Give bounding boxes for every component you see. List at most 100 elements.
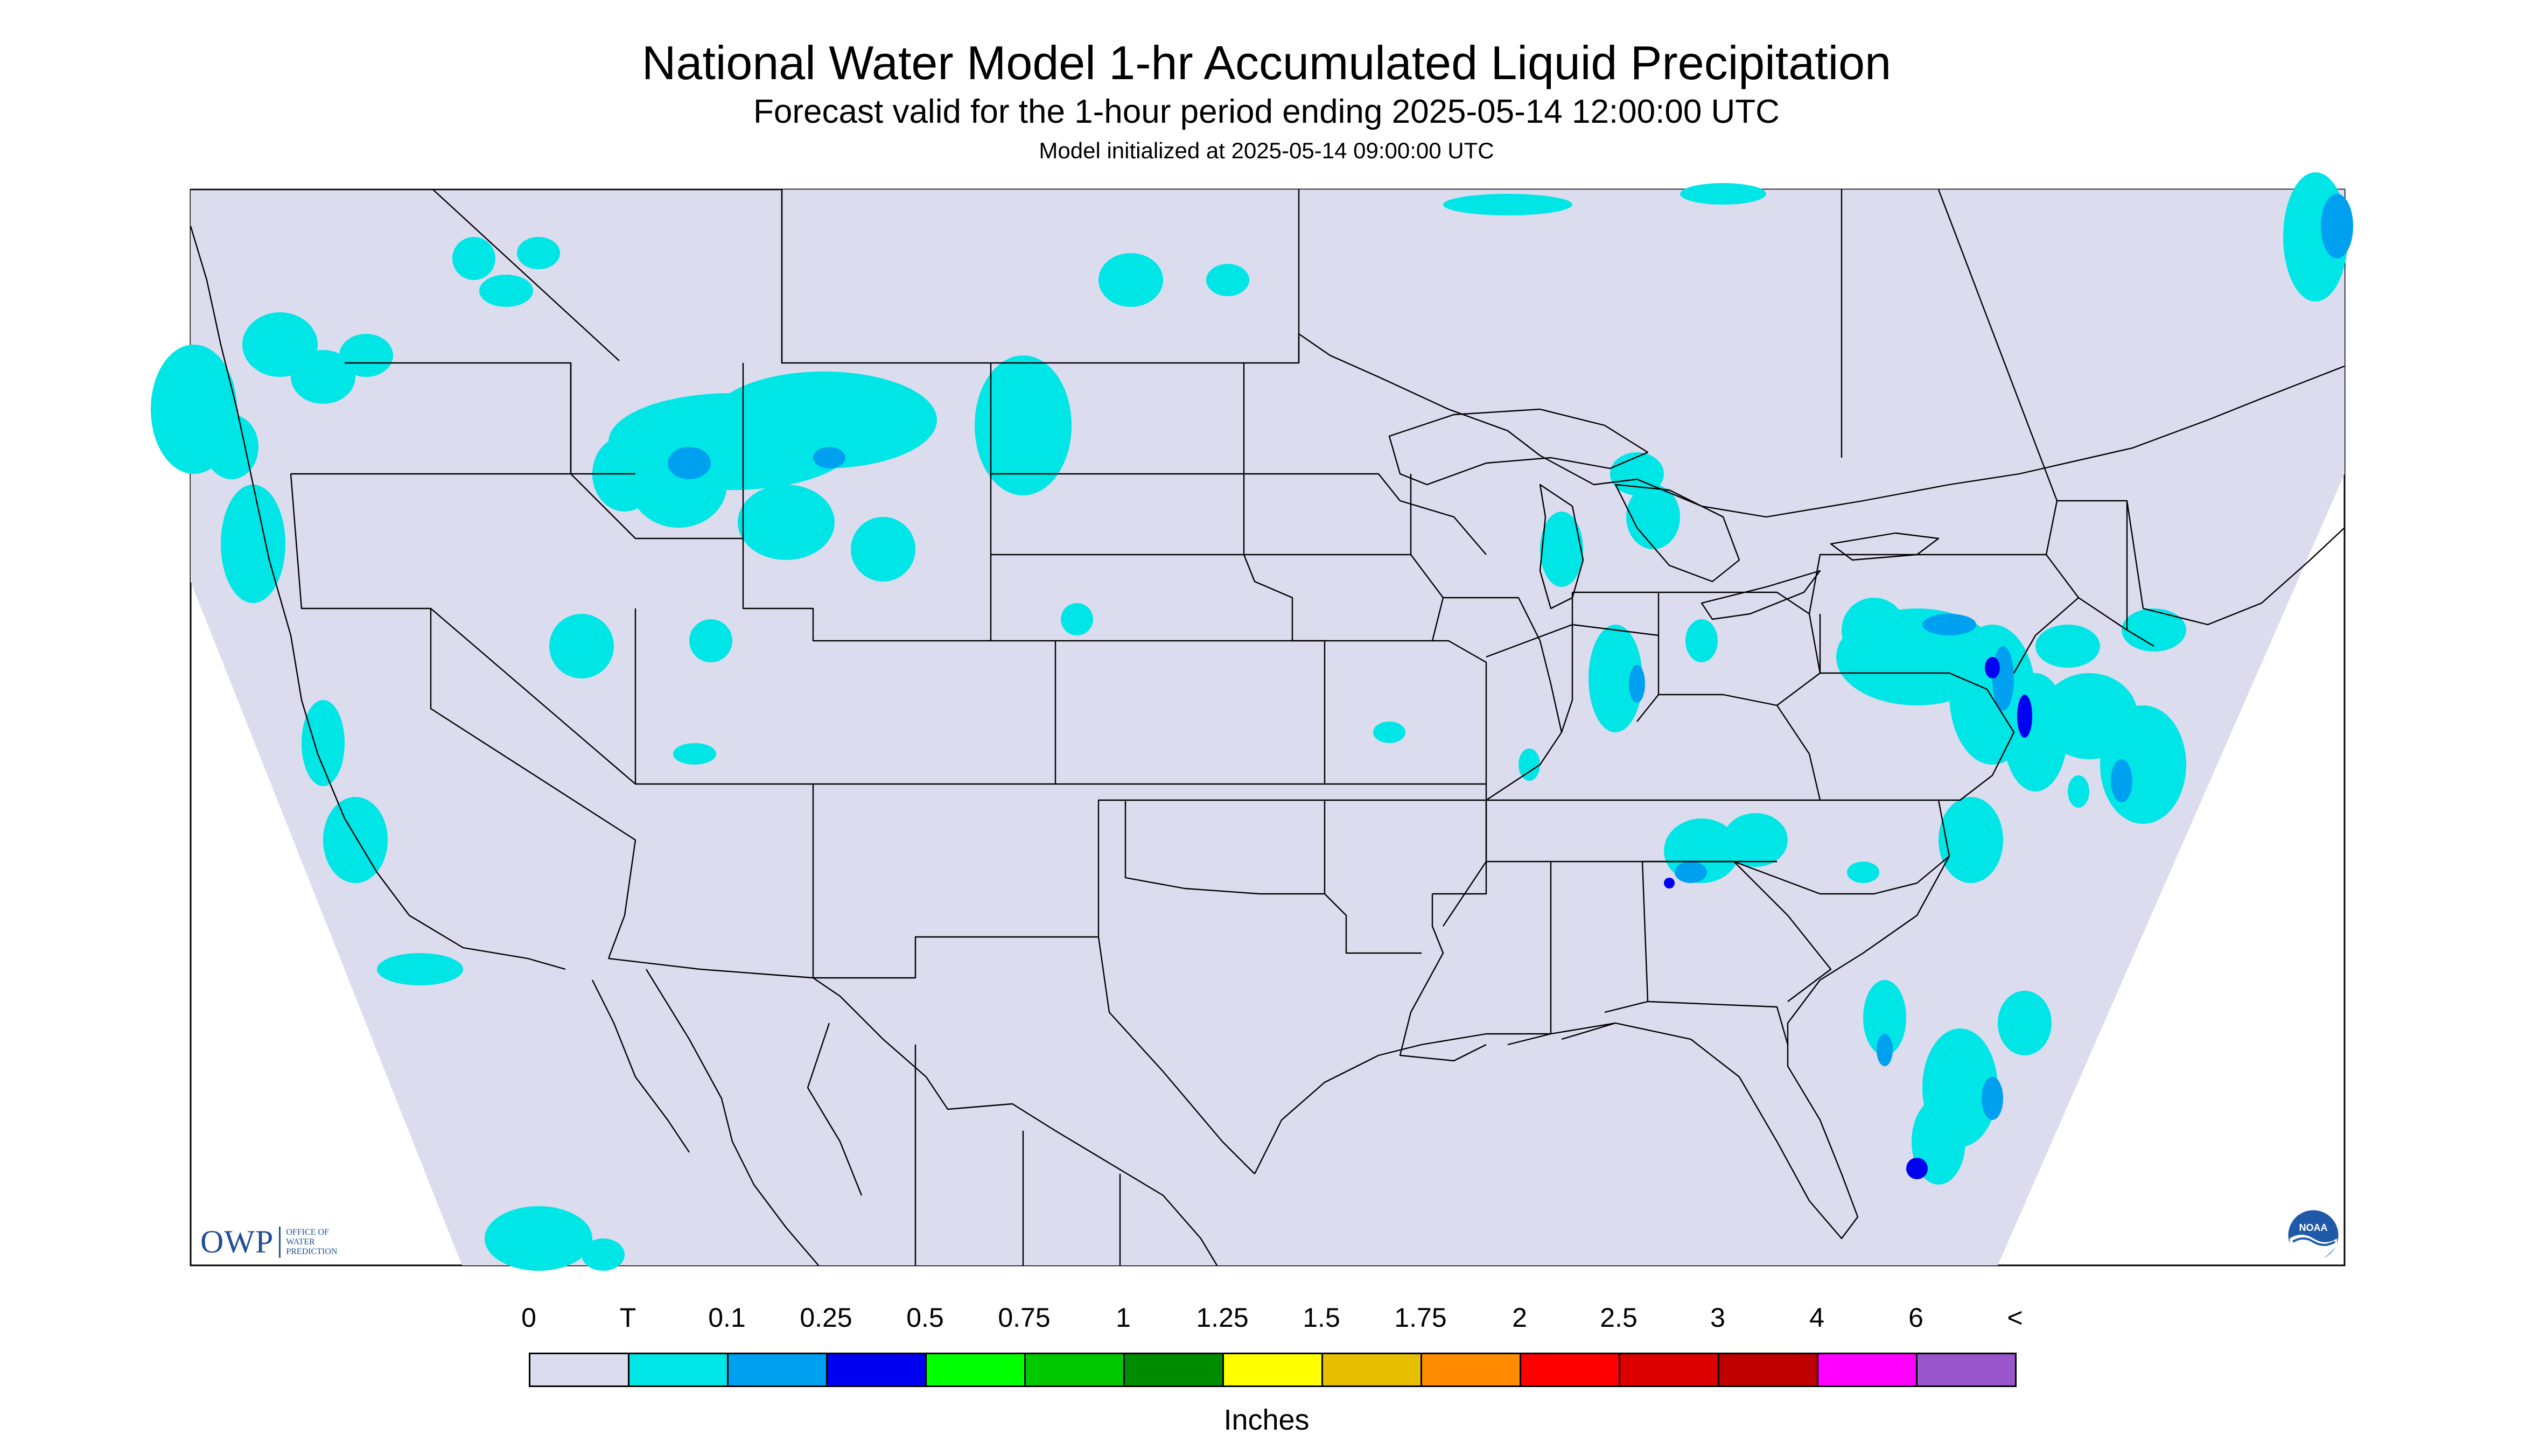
owp-logo-mark: OWP: [200, 1224, 274, 1259]
legend-label-6: 6: [1908, 1303, 1923, 1333]
lake-erie: [1701, 570, 1821, 620]
legend-label-max: <: [2007, 1303, 2023, 1333]
precip-area: [2035, 625, 2100, 668]
legend-label-4: 4: [1809, 1303, 1824, 1333]
precip-area: [813, 447, 845, 468]
precip-area: [1939, 797, 2003, 883]
precip-area: [1982, 1077, 2003, 1120]
precip-area: [205, 415, 258, 479]
legend-swatch-12: [1718, 1353, 1818, 1387]
precip-area: [1863, 980, 1906, 1055]
precip-area: [1685, 619, 1718, 662]
precipitation-layer: [151, 172, 2353, 1271]
noaa-logo: NOAA: [2286, 1208, 2340, 1262]
legend-label-1.5: 1.5: [1303, 1303, 1340, 1333]
legend-swatch-9: [1421, 1353, 1521, 1387]
legend-label-0.75: 0.75: [998, 1303, 1051, 1333]
legend-units: Inches: [1223, 1404, 1310, 1436]
precip-area: [1098, 253, 1163, 307]
precip-area: [2068, 775, 2089, 808]
precip-area: [975, 355, 1072, 495]
precip-area: [1723, 813, 1788, 867]
precip-area: [1443, 194, 1572, 215]
lake-superior: [1388, 408, 1649, 486]
precip-area: [1998, 991, 2052, 1055]
precip-area: [302, 700, 345, 786]
legend-swatch-1: [628, 1353, 729, 1387]
state-boundaries: [190, 188, 2345, 1266]
legend-swatch-4: [925, 1353, 1026, 1387]
legend-label-1.75: 1.75: [1394, 1303, 1447, 1333]
precip-area: [1061, 603, 1093, 635]
precip-area: [485, 1206, 592, 1271]
coast-pacific: [190, 226, 566, 970]
precip-area: [1992, 646, 2014, 711]
precip-area: [711, 372, 937, 468]
precip-area: [582, 1238, 625, 1271]
precip-area: [1589, 625, 1642, 732]
precip-area: [1985, 657, 2000, 678]
precip-area: [2321, 194, 2353, 258]
precip-area: [1675, 862, 1707, 883]
precip-area: [2017, 695, 2032, 738]
precip-area: [1664, 878, 1675, 888]
legend-label-1: 1: [1116, 1303, 1131, 1333]
legend-swatch-8: [1321, 1353, 1422, 1387]
precip-area: [452, 237, 495, 280]
lake-michigan: [1539, 484, 1584, 610]
legend-label-2: 2: [1512, 1303, 1527, 1333]
legend-label-0: 0: [521, 1303, 536, 1333]
precip-area: [1540, 512, 1583, 587]
precip-area: [1629, 665, 1645, 703]
owp-logo-text: OFFICE OF WATER PREDICTION: [286, 1227, 338, 1256]
legend-label-1.25: 1.25: [1196, 1303, 1249, 1333]
precip-area: [851, 517, 915, 582]
precip-area: [1847, 862, 1879, 883]
precip-area: [221, 485, 285, 603]
owp-logo: OWP OFFICE OF WATER PREDICTION: [200, 1223, 337, 1261]
legend-label-2.5: 2.5: [1600, 1303, 1638, 1333]
legend-label-0.5: 0.5: [906, 1303, 944, 1333]
precip-area: [1906, 1158, 1928, 1179]
legend-swatch-3: [826, 1353, 927, 1387]
precip-area: [1842, 598, 1906, 662]
precip-area: [1373, 722, 1405, 743]
legend-swatch-10: [1520, 1353, 1620, 1387]
border-canada: [191, 188, 2345, 518]
legend-swatch-11: [1619, 1353, 1719, 1387]
precip-area: [673, 743, 716, 765]
legend-swatch-5: [1024, 1353, 1125, 1387]
legend-swatch-13: [1817, 1353, 1918, 1387]
coast-atlantic: [1561, 856, 1950, 1240]
precip-area: [1206, 264, 1249, 296]
precip-area: [377, 953, 463, 985]
precip-area: [323, 797, 388, 883]
coast-gulf: [1254, 1022, 1616, 1174]
precip-area: [1877, 1034, 1893, 1066]
precip-area: [339, 334, 393, 377]
legend-swatch-2: [727, 1353, 828, 1387]
legend-swatch-0: [529, 1353, 629, 1387]
lake-ontario: [1830, 532, 1940, 561]
precip-area: [668, 447, 711, 479]
map-subtitle: Forecast valid for the 1-hour period end…: [753, 93, 1780, 130]
svg-text:NOAA: NOAA: [2299, 1222, 2328, 1233]
legend-swatch-6: [1123, 1353, 1224, 1387]
precip-area: [1519, 748, 1540, 781]
precip-area: [689, 619, 732, 662]
legend-label-0.25: 0.25: [800, 1303, 852, 1333]
precip-area: [517, 237, 560, 269]
legend-label-trace: T: [619, 1303, 636, 1333]
precip-area: [2100, 705, 2186, 824]
model-init-time: Model initialized at 2025-05-14 09:00:00…: [1039, 138, 1494, 163]
legend-swatch-7: [1222, 1353, 1323, 1387]
legend-swatch-14: [1916, 1353, 2017, 1387]
precip-area: [1680, 183, 1766, 205]
precip-area: [549, 614, 614, 678]
precip-area: [738, 485, 835, 560]
precip-area: [1922, 614, 1976, 635]
precip-area: [291, 350, 355, 404]
lake-huron: [1614, 484, 1740, 583]
precip-area: [479, 275, 533, 307]
